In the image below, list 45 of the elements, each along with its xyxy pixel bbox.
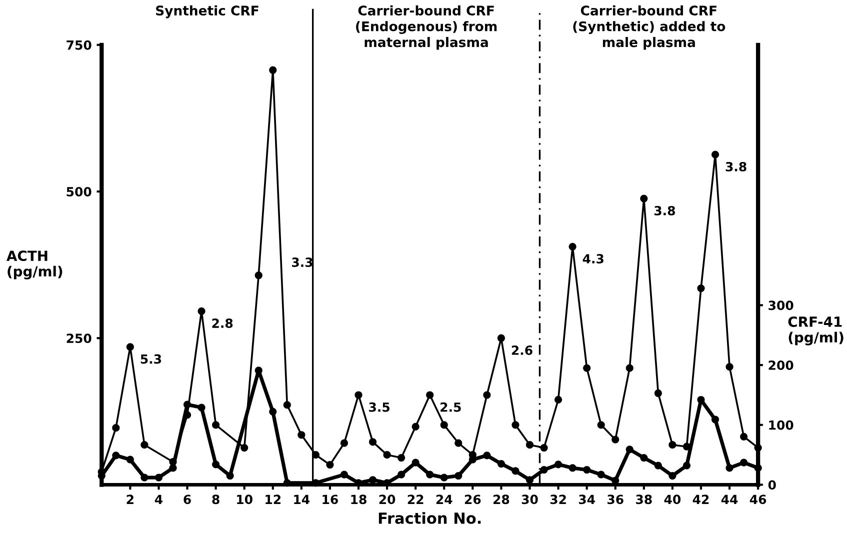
x-tick-label: 10 (237, 494, 252, 504)
y2-tick-label: 100 (769, 420, 794, 430)
annotation: 3.8 (654, 206, 675, 216)
x-tick-label: 24 (436, 494, 452, 504)
annotation: 4.3 (582, 254, 604, 264)
annotation: 3.3 (292, 258, 312, 268)
y2-tick-label: 0 (768, 480, 776, 490)
x-tick-label: 46 (750, 494, 766, 504)
x-tick-label: 4 (154, 494, 162, 504)
x-tick-label: 16 (322, 494, 338, 504)
annotation: 3.8 (726, 162, 746, 172)
x-tick-label: 20 (379, 494, 396, 504)
x-tick-label: 14 (294, 494, 310, 504)
y-tick-label: 750 (66, 40, 92, 50)
annotation: 2.8 (212, 318, 233, 328)
x-tick-label: 32 (550, 494, 566, 504)
x-tick-label: 8 (212, 494, 220, 504)
x-tick-label: 12 (266, 494, 280, 504)
y2-axis-title: CRF-41 (pg/ml) (788, 316, 844, 346)
x-tick-label: 2 (126, 494, 134, 504)
y-tick-label: 250 (66, 334, 92, 344)
x-tick-label: 38 (636, 494, 652, 504)
x-tick-label: 34 (578, 494, 595, 504)
annotation: Carrier-bound CRF (Synthetic) added to male plasma (573, 5, 726, 50)
x-tick-label: 26 (464, 494, 481, 504)
x-tick-label: 22 (408, 494, 424, 504)
annotation: 5.3 (140, 354, 162, 364)
annotation: 3.5 (369, 402, 390, 412)
text: Synthetic CRF (156, 5, 258, 18)
x-tick-label: 6 (184, 494, 191, 504)
x-tick-label: 18 (351, 494, 366, 504)
x-tick-label: 30 (522, 494, 538, 504)
y2-tick-label: 300 (768, 300, 794, 310)
annotation: 2.6 (512, 346, 532, 355)
x-tick-label: 36 (608, 494, 624, 504)
x-tick-label: 44 (721, 494, 738, 504)
x-tick-label: 42 (692, 494, 709, 504)
y-axis-title: ACTH (pg/ml) (6, 250, 62, 280)
x-tick-label: 28 (493, 494, 510, 504)
y-tick-label: 500 (66, 186, 92, 196)
annotation: 2.5 (440, 402, 461, 412)
x-axis-title: Fraction No. (378, 512, 481, 524)
x-tick-label: 40 (664, 494, 681, 504)
annotation: Carrier-bound CRF (Endogenous) from maternal plasma (356, 5, 497, 50)
y2-tick-label: 200 (768, 360, 794, 370)
